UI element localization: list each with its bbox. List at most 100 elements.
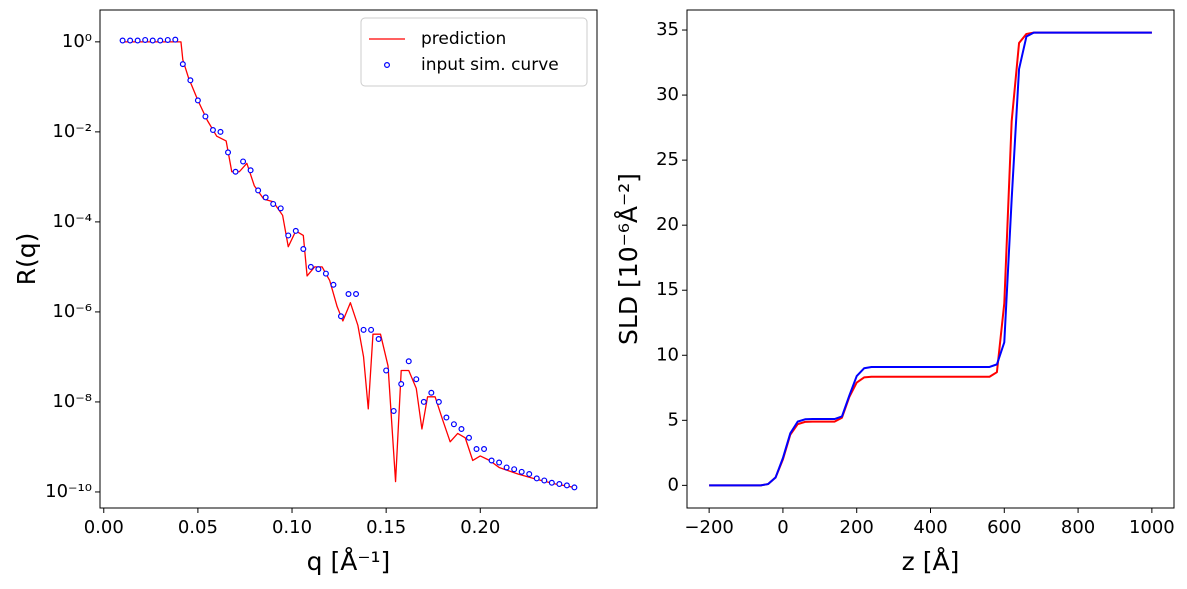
scatter-point xyxy=(473,446,480,453)
scatter-point xyxy=(247,167,254,174)
scatter-point xyxy=(375,336,382,343)
x-axis-label: q [Å⁻¹] xyxy=(307,547,391,576)
y-tick-label: 10⁻⁶ xyxy=(52,301,92,322)
scatter-point xyxy=(232,168,239,175)
scatter-point xyxy=(496,459,503,466)
scatter-point xyxy=(187,77,194,84)
scatter-point xyxy=(277,205,284,212)
scatter-point xyxy=(209,127,216,134)
scatter-point xyxy=(285,232,292,239)
scatter-point xyxy=(465,434,472,441)
y-tick-label: 30 xyxy=(656,84,679,105)
scatter-point xyxy=(194,97,201,104)
legend-marker xyxy=(384,61,391,68)
scatter-point xyxy=(353,290,360,297)
scatter-point xyxy=(556,481,563,488)
x-tick-label: 0.10 xyxy=(272,517,312,538)
y-tick-label: 5 xyxy=(668,409,679,430)
scatter-point xyxy=(119,37,126,44)
scatter-point xyxy=(405,358,412,365)
plot-frame xyxy=(99,9,598,509)
scatter-point xyxy=(179,61,186,68)
x-tick-label: 400 xyxy=(913,517,947,538)
scatter-point xyxy=(202,113,209,120)
x-tick-label: 0.20 xyxy=(460,517,500,538)
y-tick-label: 10⁻² xyxy=(52,121,92,142)
scatter-point xyxy=(270,200,277,207)
x-tick-label: 200 xyxy=(840,517,874,538)
scatter-point xyxy=(571,484,578,491)
scatter-point xyxy=(481,446,488,453)
scatter-point xyxy=(526,471,533,478)
y-axis-label: R(q) xyxy=(12,233,41,286)
legend-label: input sim. curve xyxy=(421,55,559,75)
y-tick-label: 10⁻¹⁰ xyxy=(45,481,92,502)
y-tick-label: 10 xyxy=(656,344,679,365)
scatter-point xyxy=(127,37,134,44)
legend-box xyxy=(360,17,588,87)
scatter-point xyxy=(428,389,435,396)
scatter-point xyxy=(255,187,262,194)
scatter-point xyxy=(511,466,518,473)
scatter-point xyxy=(345,290,352,297)
x-tick-label: −200 xyxy=(684,517,733,538)
scatter-point xyxy=(383,367,390,374)
scatter-point xyxy=(541,477,548,484)
scatter-point xyxy=(548,479,555,486)
series-line xyxy=(709,31,1152,487)
scatter-point xyxy=(518,468,525,475)
scatter-point xyxy=(458,426,465,433)
scatter-point xyxy=(322,270,329,277)
scatter-point xyxy=(240,158,247,165)
scatter-point xyxy=(563,482,570,489)
y-tick-label: 25 xyxy=(656,149,679,170)
y-tick-label: 10⁻⁸ xyxy=(52,391,92,412)
y-tick-label: 35 xyxy=(656,19,679,40)
scatter-point xyxy=(337,313,344,320)
legend-label: prediction xyxy=(421,29,506,49)
scatter-point xyxy=(435,398,442,405)
scatter-point xyxy=(262,194,269,201)
scatter-point xyxy=(142,36,149,43)
scatter-point xyxy=(217,128,224,135)
x-tick-label: 0.05 xyxy=(178,517,218,538)
scatter-point xyxy=(300,245,307,252)
y-tick-label: 0 xyxy=(668,474,679,495)
scatter-point xyxy=(413,376,420,383)
x-tick-label: 600 xyxy=(987,517,1021,538)
scatter-point xyxy=(450,421,457,428)
x-tick-label: 0 xyxy=(777,517,788,538)
scatter-point xyxy=(330,281,337,288)
plot-frame xyxy=(686,9,1175,509)
y-axis-label: SLD [10⁻⁶Å⁻²] xyxy=(614,173,643,345)
scatter-point xyxy=(172,36,179,43)
series-line xyxy=(709,31,1152,487)
y-tick-label: 10⁰ xyxy=(62,31,92,52)
scatter-point xyxy=(157,37,164,44)
scatter-point xyxy=(360,326,367,333)
scatter-point xyxy=(488,457,495,464)
y-tick-label: 20 xyxy=(656,214,679,235)
scatter-point xyxy=(533,475,540,482)
scatter-point xyxy=(398,381,405,388)
x-tick-label: 800 xyxy=(1061,517,1095,538)
y-tick-label: 15 xyxy=(656,279,679,300)
scatter-point xyxy=(149,37,156,44)
scatter-point xyxy=(443,414,450,421)
x-tick-label: 0.00 xyxy=(84,517,124,538)
series-line xyxy=(122,41,575,489)
scatter-point xyxy=(134,37,141,44)
scatter-point xyxy=(292,227,299,234)
x-axis-label: z [Å] xyxy=(902,547,960,576)
scatter-point xyxy=(225,149,232,156)
scatter-point xyxy=(315,266,322,273)
scatter-point xyxy=(164,36,171,43)
x-tick-label: 0.15 xyxy=(366,517,406,538)
scatter-point xyxy=(307,263,314,270)
x-tick-label: 1000 xyxy=(1129,517,1175,538)
y-tick-label: 10⁻⁴ xyxy=(52,211,92,232)
scatter-point xyxy=(420,398,427,405)
scatter-point xyxy=(503,464,510,471)
